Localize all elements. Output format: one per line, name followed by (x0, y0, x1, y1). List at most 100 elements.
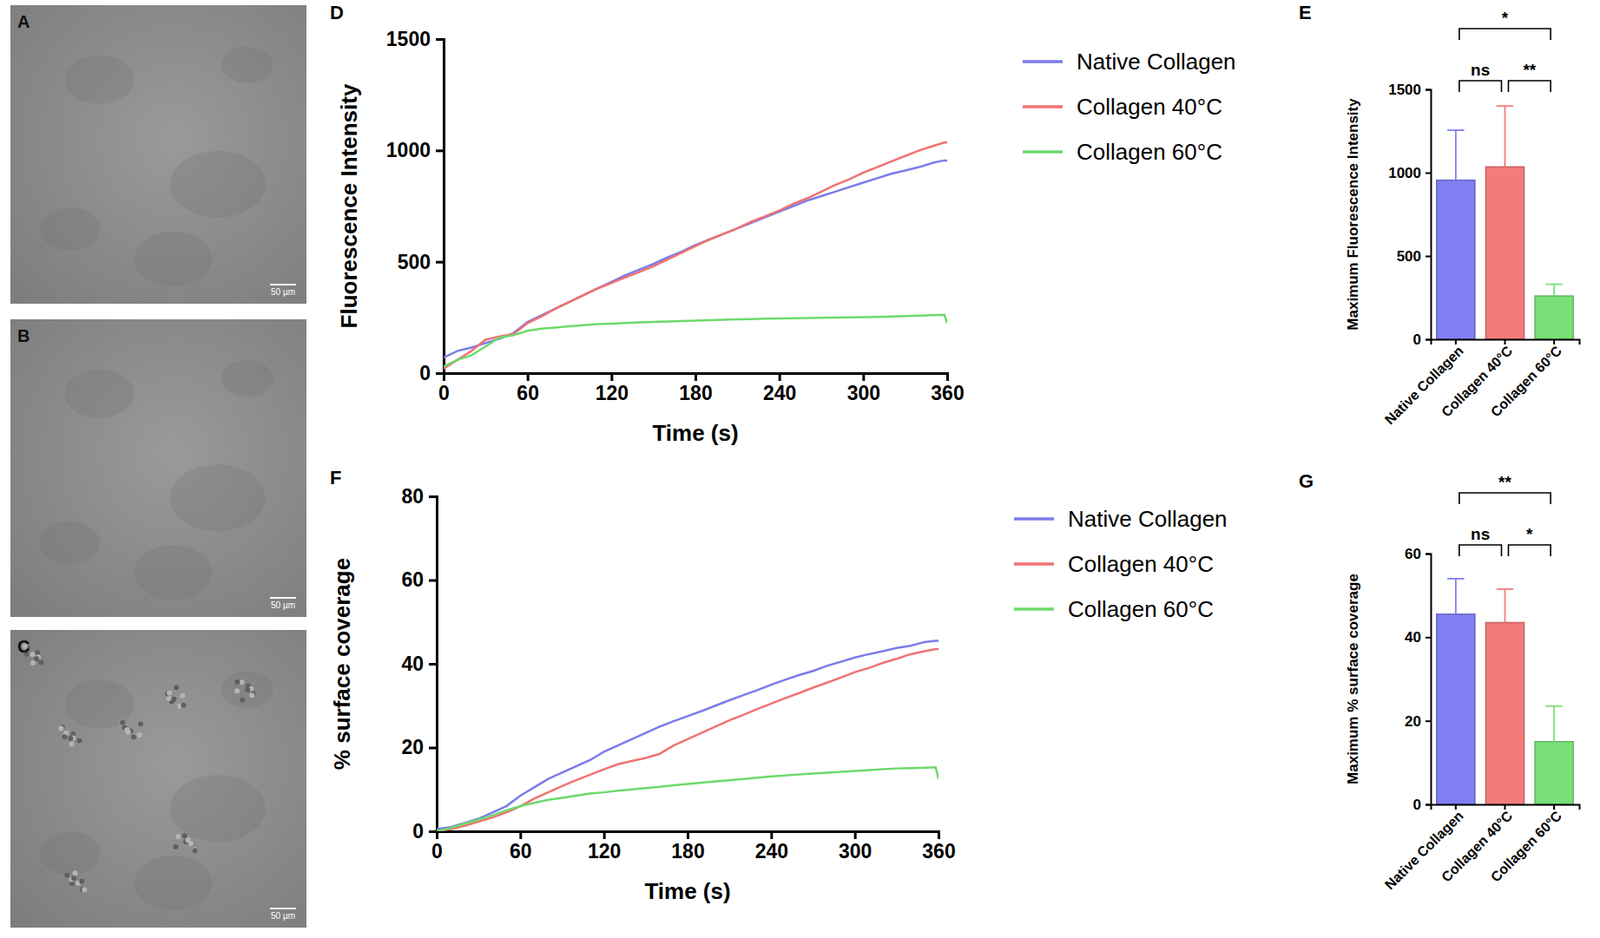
image-clump (58, 724, 82, 748)
image-clump-dot (166, 696, 172, 702)
error-bar-cap (1447, 578, 1464, 580)
tick-mark (770, 831, 773, 840)
scale-bar (269, 283, 297, 286)
significance: * (1508, 525, 1552, 557)
tick-mark (603, 831, 606, 840)
panel-letter: G (1298, 470, 1314, 493)
error-bar-stem (1504, 105, 1507, 167)
bar (1485, 622, 1524, 805)
panel-letter: B (17, 326, 30, 346)
y-axis-title: Maximum Fluorescence Intensity (1344, 98, 1362, 331)
tick-mark (778, 373, 782, 382)
image-clump-dot (69, 742, 75, 748)
tick-label: 180 (671, 840, 705, 863)
significance-bracket (1508, 545, 1552, 557)
panel-letter: F (329, 467, 342, 489)
tick-mark (428, 579, 437, 583)
image-panel: A 50 µm (10, 5, 307, 304)
tick-mark (1425, 720, 1431, 723)
tick: 60 (509, 831, 533, 863)
image-clump-dot (166, 691, 172, 697)
error-bar-stem (1553, 284, 1555, 297)
image-clump-dot (124, 727, 130, 733)
image-texture (221, 671, 274, 709)
image-clump-dot (38, 660, 44, 666)
significance: ns (1459, 525, 1502, 557)
axis-line (435, 39, 445, 375)
image-texture (134, 545, 213, 600)
image-clump-dot (238, 679, 244, 685)
tick: 0 (419, 362, 444, 385)
axis: 050010001500 (386, 27, 445, 385)
panel-letter: D (329, 1, 344, 24)
image-clump (64, 870, 87, 893)
image-background (10, 630, 307, 929)
tick: 120 (595, 373, 629, 405)
image-clump-dot (249, 692, 255, 698)
image-clump-dot (137, 732, 143, 738)
legend-key (1013, 517, 1054, 521)
data-line (443, 142, 948, 369)
tick: 1000 (386, 138, 444, 162)
significance-label: ** (1522, 60, 1536, 80)
image-clump-dot (175, 834, 181, 840)
image-clump-dot (171, 697, 177, 703)
tick-label: 0 (1413, 331, 1422, 349)
tick: 500 (397, 250, 444, 274)
tick-mark (1425, 89, 1431, 92)
scale-bar-label: 50 µm (270, 287, 296, 297)
tick-mark (1425, 637, 1431, 639)
image-clump-dot (76, 738, 82, 745)
plot-area (436, 640, 939, 832)
image-clump-dot (234, 688, 240, 694)
image-texture (39, 521, 100, 565)
tick-label: 1000 (386, 138, 431, 162)
tick-mark (1425, 172, 1431, 175)
tick-mark (435, 372, 444, 376)
scale-bar (269, 597, 297, 600)
significance-bracket (1459, 493, 1551, 505)
tick: 300 (838, 831, 872, 863)
legend: Native CollagenCollagen 40°CCollagen 60°… (1022, 48, 1237, 165)
tick: 40 (1404, 629, 1431, 646)
tick: Collagen 60°C (1488, 804, 1566, 886)
tick-mark (435, 38, 444, 41)
tick-label: 500 (397, 250, 431, 274)
tick: 240 (763, 373, 797, 405)
image-clump-dot (67, 736, 73, 742)
category-label: Collagen 60°C (1488, 808, 1566, 886)
bar (1436, 180, 1475, 340)
legend-label: Collagen 40°C (1076, 93, 1223, 120)
axis-line (1425, 554, 1432, 806)
tick-label: 60 (509, 840, 533, 863)
tick-label: 20 (401, 736, 424, 759)
tick-label: 0 (438, 381, 450, 405)
panel-letter: A (17, 12, 30, 32)
image-texture (64, 55, 134, 105)
bar-chart-panel: Native CollagenCollagen 40°CCollagen 60°… (1298, 470, 1581, 893)
image-texture (134, 231, 213, 287)
bar-chart-panel: Native CollagenCollagen 40°CCollagen 60°… (1298, 1, 1581, 428)
error-bar (1545, 284, 1562, 297)
error-bar-cap (1496, 105, 1514, 107)
axis-line (437, 832, 940, 841)
legend-label: Collagen 60°C (1067, 596, 1214, 623)
tick-label: 0 (431, 840, 443, 863)
error-bar-stem (1455, 579, 1457, 615)
tick-label: 240 (755, 840, 789, 863)
image-clump-dot (189, 841, 195, 847)
legend-key (1013, 607, 1054, 612)
tick-mark (435, 149, 444, 152)
axis: Native CollagenCollagen 40°CCollagen 60°… (1382, 339, 1581, 428)
bar (1485, 166, 1524, 340)
legend-key (1013, 562, 1054, 567)
bar (1534, 742, 1574, 805)
image-clump-dot (119, 720, 126, 726)
tick-label: 40 (1404, 629, 1422, 646)
tick-mark (428, 830, 437, 834)
tick-label: 1500 (1388, 81, 1422, 99)
image-clump-dot (119, 720, 126, 726)
significance-bracket (1508, 80, 1552, 93)
axis-line (428, 497, 438, 833)
image-clump-dot (172, 844, 178, 850)
